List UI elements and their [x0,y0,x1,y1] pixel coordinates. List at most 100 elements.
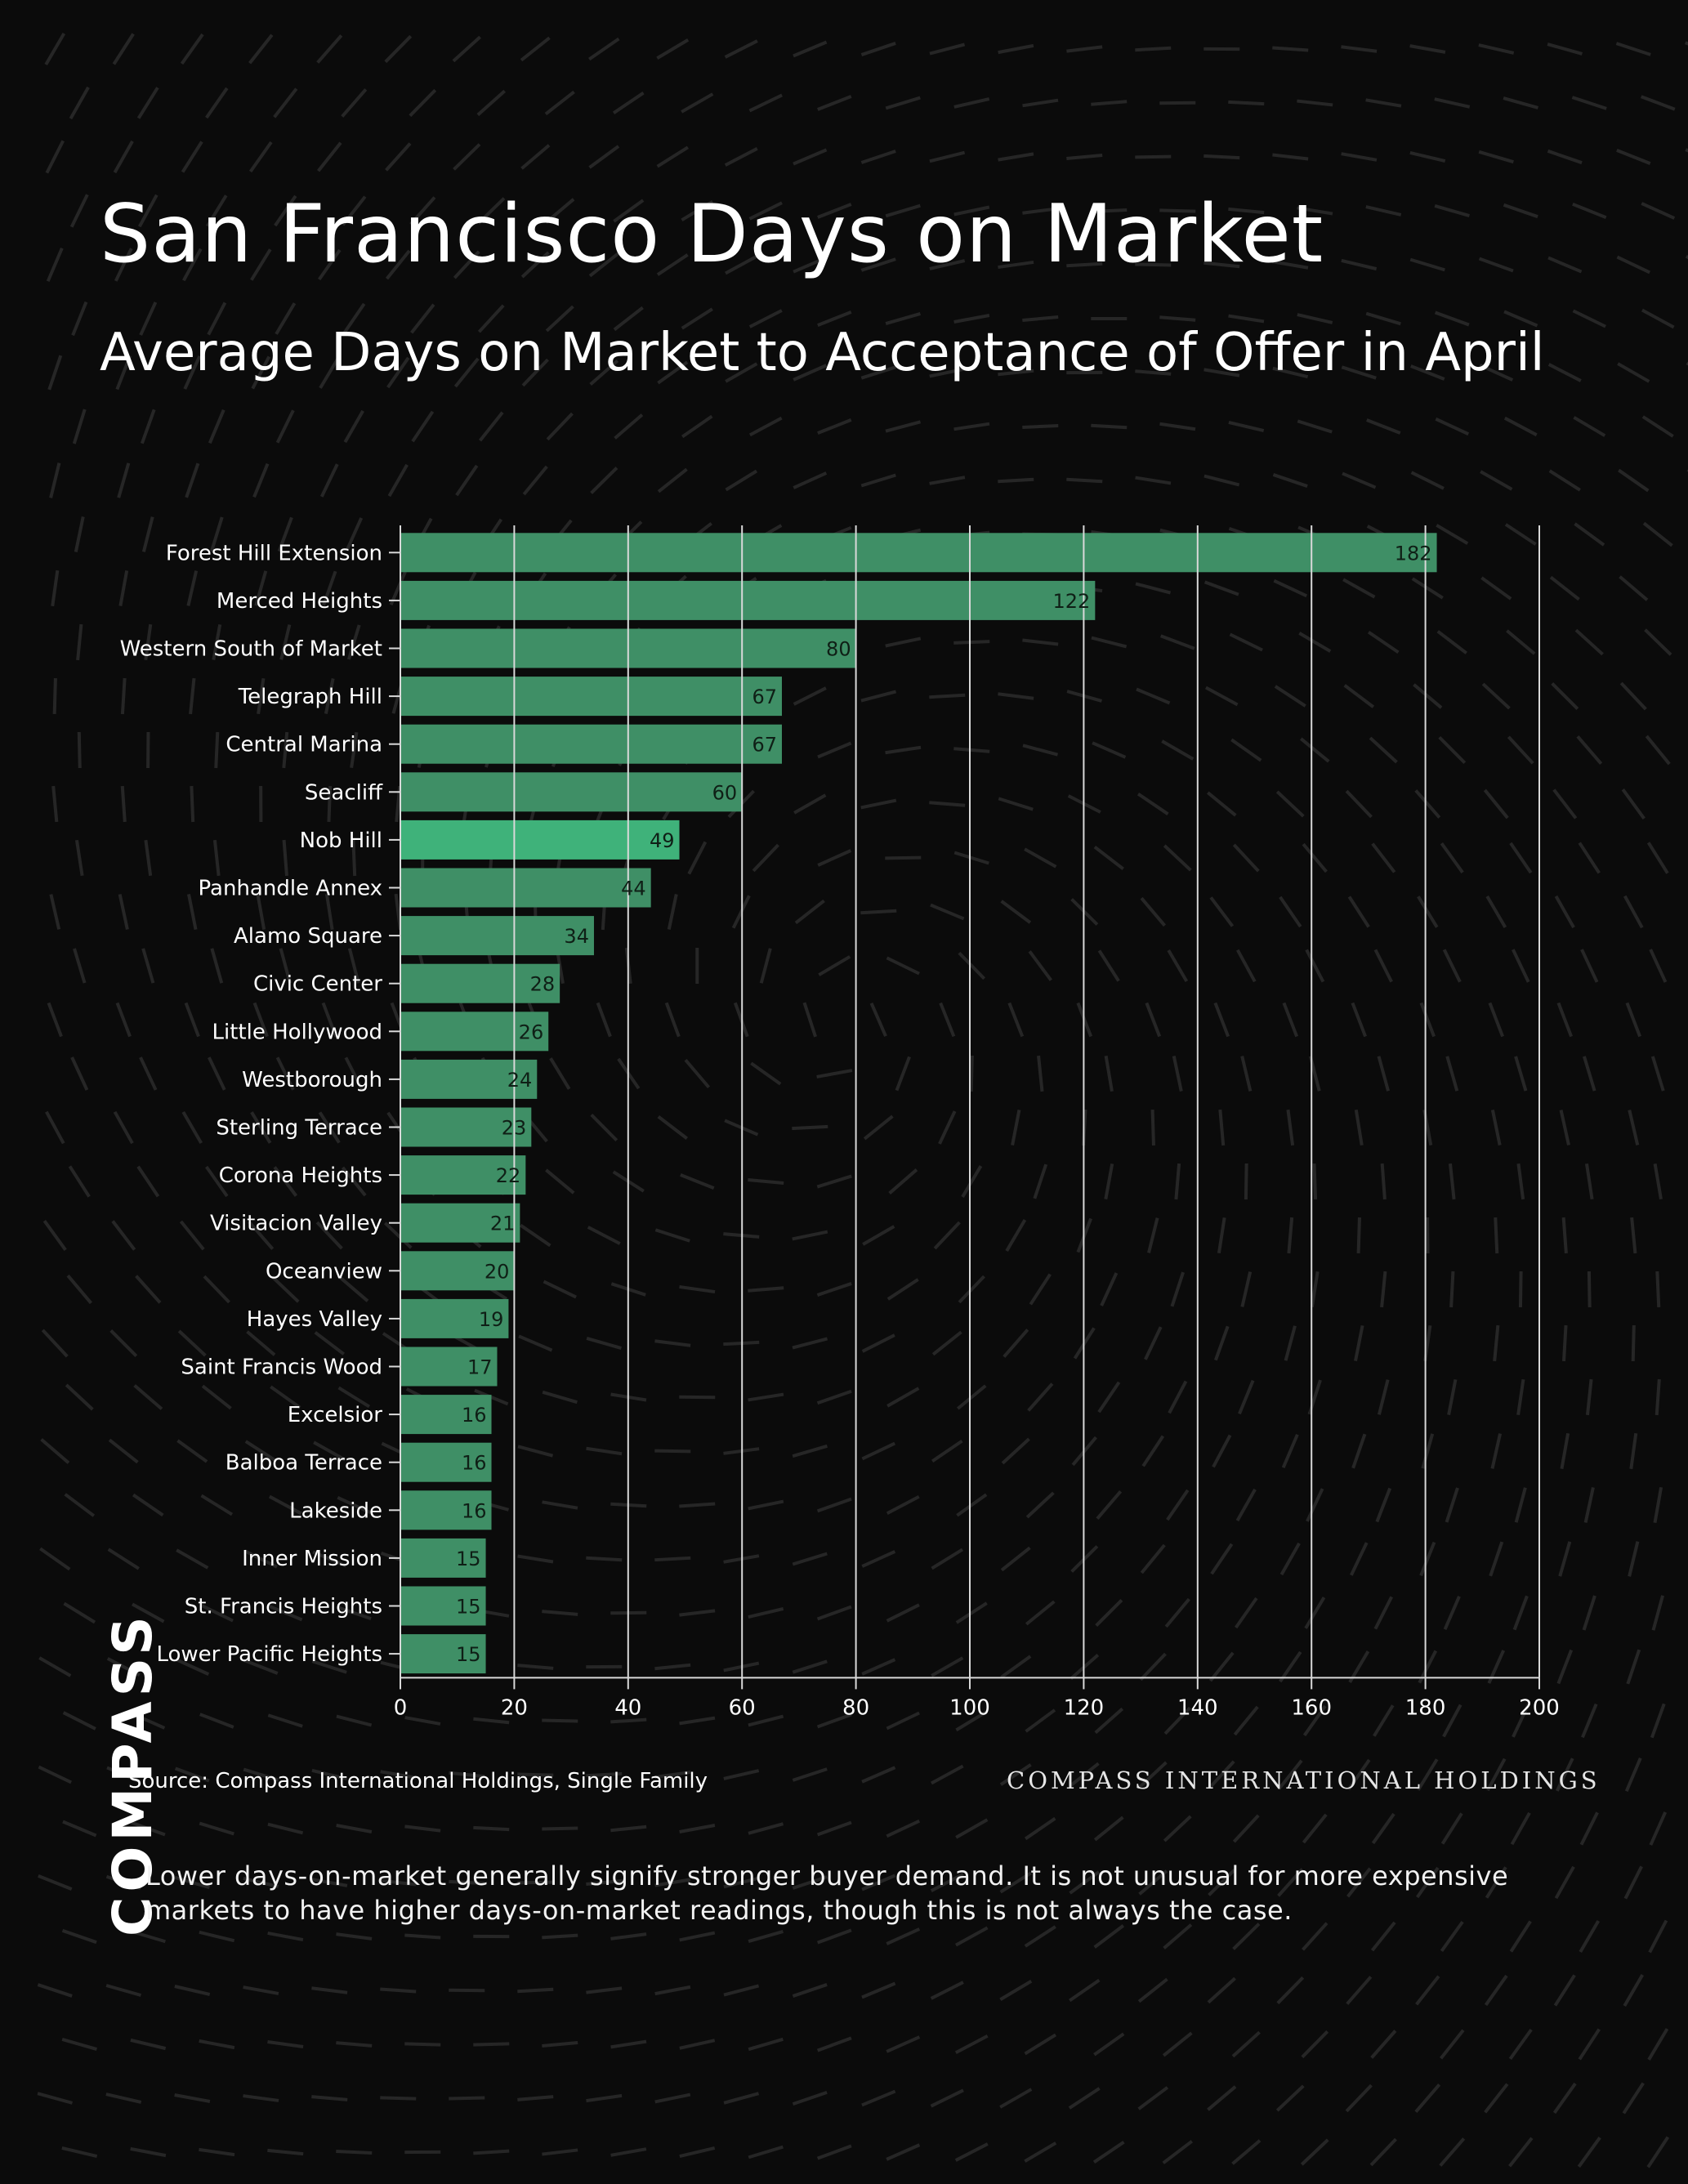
bg-dash [679,1284,716,1294]
bg-dash [1478,43,1515,55]
bg-dash [1555,1757,1574,1792]
bg-dash [953,97,990,109]
bg-dash [337,1496,372,1514]
data-label: 22 [496,1164,521,1187]
bg-dash [860,798,897,810]
bg-dash [953,205,990,217]
bg-dash [199,2147,235,2157]
bg-dash [612,92,645,114]
bg-dash [929,693,966,699]
bg-dash [958,1275,985,1304]
bg-dash [1629,1432,1638,1470]
bg-dash [861,1981,896,1999]
bg-dash [179,1220,205,1251]
bg-dash [1011,1110,1021,1146]
bg-dash [817,95,852,111]
bg-dash [546,412,574,441]
bg-dash [792,1552,828,1566]
bg-dash [1163,844,1192,872]
bg-dash [1145,1002,1162,1038]
bg-dash [588,37,620,61]
bg-dash [1096,1489,1123,1521]
bg-dash [1302,1922,1329,1951]
bg-dash [999,2088,1033,2109]
bg-dash [998,152,1034,162]
bar [400,1347,498,1387]
bg-dash [1558,1541,1572,1577]
category-label: Forest Hill Extension [166,541,382,565]
bg-dash [1644,628,1672,656]
bg-dash [1228,100,1265,106]
bg-dash [1480,576,1512,601]
bg-dash [1069,1870,1101,1895]
bg-dash [1341,258,1378,271]
bg-dash [199,1603,234,1623]
bg-dash [267,1822,304,1835]
bar [400,1442,492,1482]
bg-dash [748,2037,784,2052]
bg-dash [816,1605,852,1621]
bg-dash [343,409,364,444]
bg-dash [614,413,644,440]
bar [400,868,651,908]
bg-dash [930,1981,964,2000]
bg-dash [175,1658,210,1676]
bg-dash [1486,1757,1507,1792]
bg-dash [998,797,1034,811]
bg-dash [1091,100,1128,106]
bg-dash [1411,577,1444,600]
bg-dash [1022,638,1059,646]
bg-dash [1373,1704,1395,1737]
bg-dash [49,462,61,498]
x-tick-label: 120 [1064,1695,1105,1716]
bg-dash [1342,578,1376,599]
bg-dash [794,899,825,925]
bg-dash [1136,793,1169,815]
bg-dash [1371,1812,1396,1845]
bg-dash [1281,1433,1299,1469]
bg-dash [929,42,966,56]
bg-dash [243,1549,278,1569]
bg-dash [1066,477,1103,484]
bg-dash [929,801,966,807]
bg-dash [250,248,272,281]
bar [400,1395,492,1435]
bg-dash [1574,522,1605,547]
bg-dash [1025,1708,1056,1733]
bg-dash [199,1930,235,1943]
bg-dash [144,839,153,877]
bg-dash [1210,1543,1234,1575]
bg-dash [1547,363,1582,382]
bg-dash [38,1656,72,1677]
bg-dash [71,301,88,337]
data-label: 34 [564,925,589,948]
bg-dash [748,1607,784,1619]
bg-dash [452,35,481,63]
bg-dash [1213,1325,1230,1361]
bg-dash [886,1387,920,1408]
bg-dash [1150,1109,1155,1146]
bg-dash [1159,208,1196,213]
bg-dash [1284,1325,1297,1361]
bg-dash [1164,1597,1190,1628]
bg-dash [243,2094,279,2102]
bar [400,1634,486,1674]
data-label: 67 [752,734,777,757]
bg-dash [51,785,59,823]
bg-dash [885,203,921,218]
bg-dash [61,2038,97,2051]
bg-dash [679,1502,716,1508]
bg-dash [243,1985,279,1995]
bg-dash [1091,636,1128,649]
bg-dash [869,1003,887,1037]
bg-dash [1580,949,1599,983]
bg-dash [1434,203,1470,218]
bg-dash [939,1002,956,1038]
bg-dash [51,569,60,607]
bg-dash [999,1763,1032,1786]
data-label: 80 [826,638,851,661]
bg-dash [111,1220,136,1251]
bg-dash [337,1386,371,1409]
bg-dash [37,2092,74,2105]
bg-dash [267,1713,303,1728]
